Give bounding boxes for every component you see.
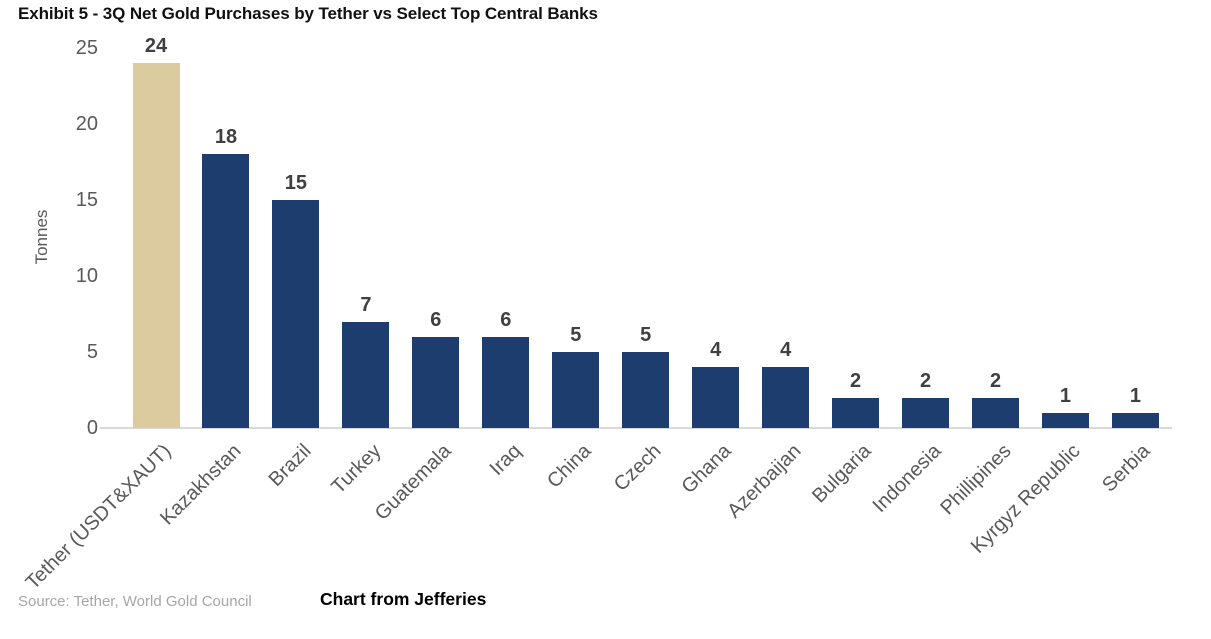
- plot-area: Tonnes 0 5 10 15 20 25 24 Tether (USDT&XAUT) 18 K…: [22, 35, 1172, 594]
- bar-value-label: 2: [919, 369, 932, 392]
- y-tick-label: 20: [75, 113, 98, 135]
- bar: [272, 200, 320, 428]
- bar: [202, 154, 250, 428]
- chart-title: Exhibit 5 - 3Q Net Gold Purchases by Tet…: [18, 4, 598, 23]
- bar-value-label: 2: [989, 369, 1002, 392]
- bar-value-label: 2: [850, 369, 862, 392]
- bar: [832, 397, 880, 428]
- bar-value-label: 6: [500, 308, 512, 331]
- bar-value-label: 1: [1129, 384, 1141, 407]
- chart-canvas: Exhibit 5 - 3Q Net Gold Purchases by Tet…: [18, 4, 1172, 610]
- chart-attribution-caption: Chart from Jefferies: [320, 589, 487, 609]
- bar: [1041, 412, 1089, 428]
- bar-value-label: 15: [284, 172, 308, 194]
- bar: [972, 397, 1020, 428]
- bar-value-label: 5: [570, 324, 582, 346]
- x-axis-line: [100, 427, 1172, 429]
- bar-value-label: 4: [780, 339, 792, 362]
- bar: [552, 352, 600, 428]
- bar: [342, 321, 390, 428]
- bar: [762, 367, 810, 428]
- y-tick-label: 0: [86, 417, 98, 439]
- bar: [622, 352, 670, 428]
- y-tick-label: 25: [75, 37, 98, 59]
- y-axis-label: Tonnes: [32, 209, 51, 265]
- bar: [482, 336, 530, 428]
- bar: [412, 336, 460, 428]
- y-tick-label: 15: [75, 189, 98, 211]
- bar: [1111, 412, 1159, 428]
- bar-value-label: 5: [640, 324, 652, 346]
- bar-value-label: 24: [144, 35, 168, 58]
- y-tick-label: 10: [75, 265, 98, 287]
- bar: [132, 63, 180, 428]
- bar: [692, 367, 740, 428]
- bar-value-label: 7: [360, 293, 372, 316]
- y-tick-label: 5: [86, 341, 98, 363]
- source-note: Source: Tether, World Gold Council: [18, 593, 252, 610]
- bar-value-label: 1: [1059, 384, 1072, 407]
- bar-value-label: 6: [430, 308, 442, 331]
- bar-value-label: 4: [710, 339, 722, 362]
- bar: [902, 397, 950, 428]
- bar-value-label: 18: [214, 126, 238, 149]
